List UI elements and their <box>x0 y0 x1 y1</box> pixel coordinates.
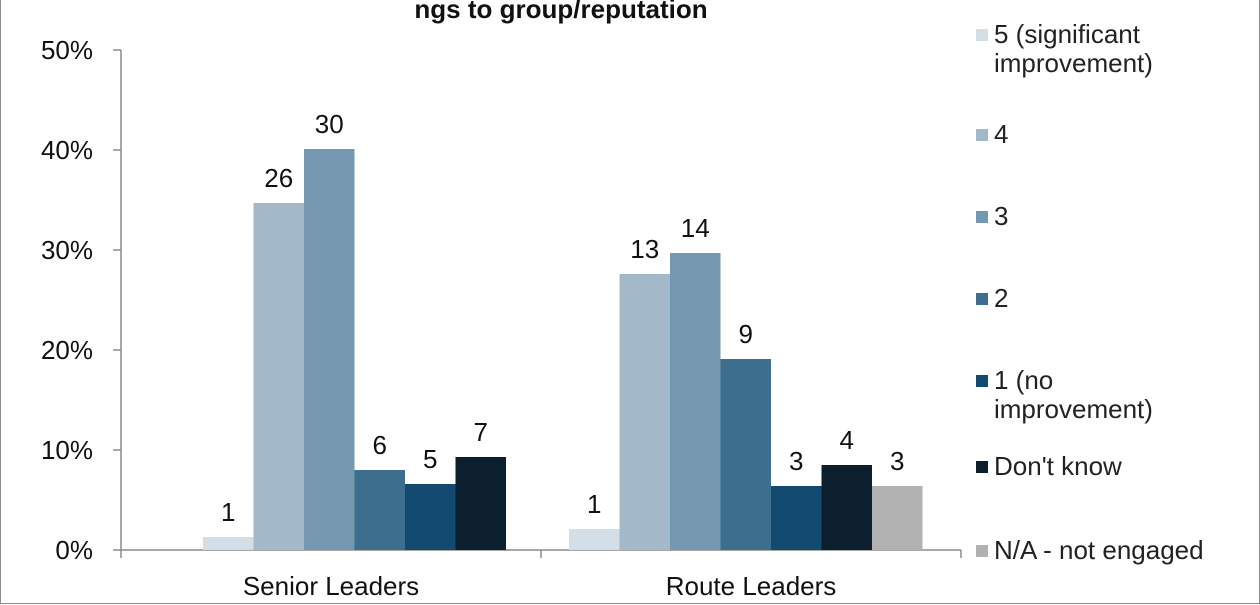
bar <box>771 486 822 550</box>
legend-swatch <box>976 545 988 557</box>
chart-title: ngs to group/reputation <box>414 0 707 24</box>
x-category-label: Route Leaders <box>666 571 837 601</box>
bar <box>670 253 721 550</box>
bar <box>569 529 620 550</box>
data-label: 1 <box>221 497 235 527</box>
y-tick-label: 20% <box>41 335 93 365</box>
y-tick-label: 30% <box>41 235 93 265</box>
legend-swatch <box>976 29 988 41</box>
data-label: 1 <box>587 489 601 519</box>
legend-label: 5 (significant improvement) <box>994 19 1153 78</box>
data-label: 3 <box>890 446 904 476</box>
legend-label: 4 <box>994 119 1009 149</box>
y-tick-label: 10% <box>41 435 93 465</box>
bar <box>304 149 355 550</box>
legend-label: Don't know <box>994 451 1122 481</box>
data-label: 26 <box>264 163 293 193</box>
legend-swatch <box>976 293 988 305</box>
legend-label: 2 <box>994 283 1009 313</box>
legend-item: 5 (significant improvement) <box>976 20 1153 78</box>
legend-swatch <box>976 461 988 473</box>
bar <box>619 274 670 550</box>
data-label: 6 <box>373 430 387 460</box>
y-tick-label: 50% <box>41 35 93 65</box>
y-tick-label: 0% <box>55 535 93 565</box>
legend-item: 1 (no improvement) <box>976 366 1153 424</box>
legend-item: N/A - not engaged <box>976 536 1204 565</box>
legend-item: 4 <box>976 120 1008 149</box>
bar <box>821 465 872 550</box>
legend-label: 1 (no improvement) <box>994 365 1153 424</box>
data-label: 3 <box>789 446 803 476</box>
x-category-label: Senior Leaders <box>243 571 419 601</box>
legend-item: 2 <box>976 284 1008 313</box>
bar <box>720 359 771 550</box>
bar <box>354 470 405 550</box>
axes: 0% 10% 20% 30% 40% 50% Senior Leaders Route Lea… <box>41 35 962 601</box>
legend-item: 3 <box>976 202 1008 231</box>
data-label: 5 <box>423 444 437 474</box>
data-labels: 1 26 30 6 5 7 1 13 14 9 3 4 3 <box>221 109 904 527</box>
data-label: 9 <box>739 319 753 349</box>
data-label: 4 <box>840 425 854 455</box>
bar <box>203 537 254 550</box>
bar <box>872 486 923 550</box>
bars <box>203 149 923 550</box>
data-label: 13 <box>630 234 659 264</box>
legend-swatch <box>976 375 988 387</box>
legend-swatch <box>976 129 988 141</box>
legend-label: 3 <box>994 201 1009 231</box>
y-tick-label: 40% <box>41 135 93 165</box>
bar <box>405 484 456 550</box>
data-label: 7 <box>474 417 488 447</box>
data-label: 30 <box>315 109 344 139</box>
legend-item: Don't know <box>976 452 1122 481</box>
bar <box>455 457 506 550</box>
data-label: 14 <box>681 213 710 243</box>
legend-label: N/A - not engaged <box>994 535 1204 565</box>
bar <box>253 203 304 550</box>
legend-swatch <box>976 211 988 223</box>
